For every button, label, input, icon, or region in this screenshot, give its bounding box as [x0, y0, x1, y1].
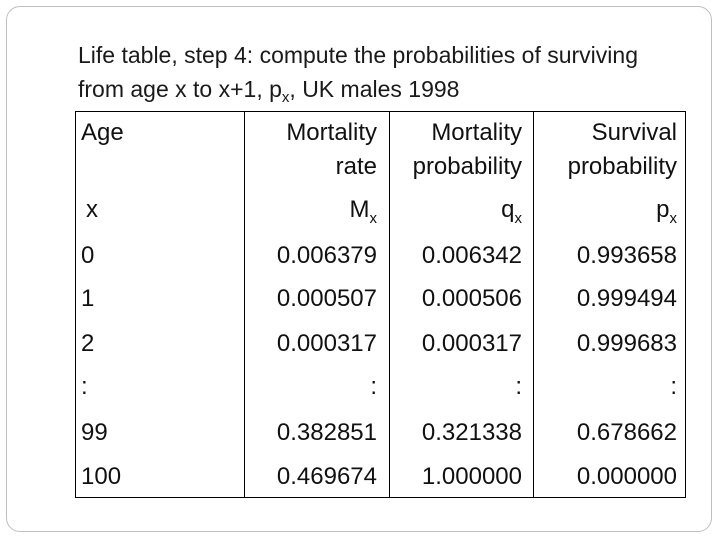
slide-frame: [6, 6, 712, 532]
row-0-qx: 0.006342: [421, 242, 522, 269]
row-0-mx: 0.006379: [276, 242, 377, 269]
header-survival-probability-line1: Survival: [591, 119, 677, 146]
row-1-mx: 0.000507: [276, 285, 377, 312]
row-ellipsis-qx: :: [515, 373, 522, 400]
row-2-qx: 0.000317: [421, 330, 522, 357]
slide-title-text: Life table, step 4: compute the probabil…: [78, 42, 638, 102]
symbol-survival-probability: px: [533, 195, 678, 227]
row-2-age: 2: [81, 330, 95, 357]
row-1-qx: 0.000506: [421, 285, 522, 312]
column-divider: [244, 111, 245, 498]
row-100-mx: 0.469674: [276, 463, 377, 490]
header-survival-probability-line2: probability: [567, 153, 677, 180]
row-ellipsis-age: :: [81, 373, 88, 400]
row-99-age: 99: [81, 419, 108, 446]
column-divider: [533, 111, 534, 498]
header-age: Age: [81, 119, 124, 146]
row-99-px: 0.678662: [576, 419, 677, 446]
row-0-px: 0.993658: [576, 242, 677, 269]
row-99-mx: 0.382851: [276, 419, 377, 446]
row-ellipsis-mx: :: [370, 373, 377, 400]
symbol-qx-subscript: x: [514, 210, 523, 227]
row-100-px: 0.000000: [576, 463, 677, 490]
header-mortality-rate-line1: Mortality: [286, 119, 377, 146]
row-1-age: 1: [81, 285, 95, 312]
column-divider: [389, 111, 390, 498]
slide-title: Life table, step 4: compute the probabil…: [78, 38, 678, 106]
header-mortality-probability-line1: Mortality: [431, 119, 522, 146]
slide-title-suffix: , UK males 1998: [289, 76, 460, 102]
row-ellipsis-px: :: [670, 373, 677, 400]
row-100-age: 100: [81, 463, 122, 490]
row-1-px: 0.999494: [576, 285, 677, 312]
symbol-mortality-probability: qx: [389, 195, 523, 227]
symbol-px-subscript: x: [669, 210, 678, 227]
symbol-age: x: [86, 196, 98, 223]
slide-title-subscript: x: [281, 89, 290, 106]
header-mortality-rate-line2: rate: [335, 153, 377, 180]
symbol-mx-subscript: x: [369, 210, 378, 227]
row-2-mx: 0.000317: [276, 330, 377, 357]
symbol-qx-base: q: [501, 196, 515, 223]
row-100-qx: 1.000000: [421, 463, 522, 490]
symbol-mx-base: M: [349, 196, 370, 223]
row-99-qx: 0.321338: [421, 419, 522, 446]
row-2-px: 0.999683: [576, 330, 677, 357]
header-mortality-probability-line2: probability: [412, 153, 522, 180]
row-0-age: 0: [81, 242, 95, 269]
life-table: [75, 111, 686, 498]
symbol-px-base: p: [656, 196, 670, 223]
symbol-mortality-rate: Mx: [244, 195, 378, 227]
